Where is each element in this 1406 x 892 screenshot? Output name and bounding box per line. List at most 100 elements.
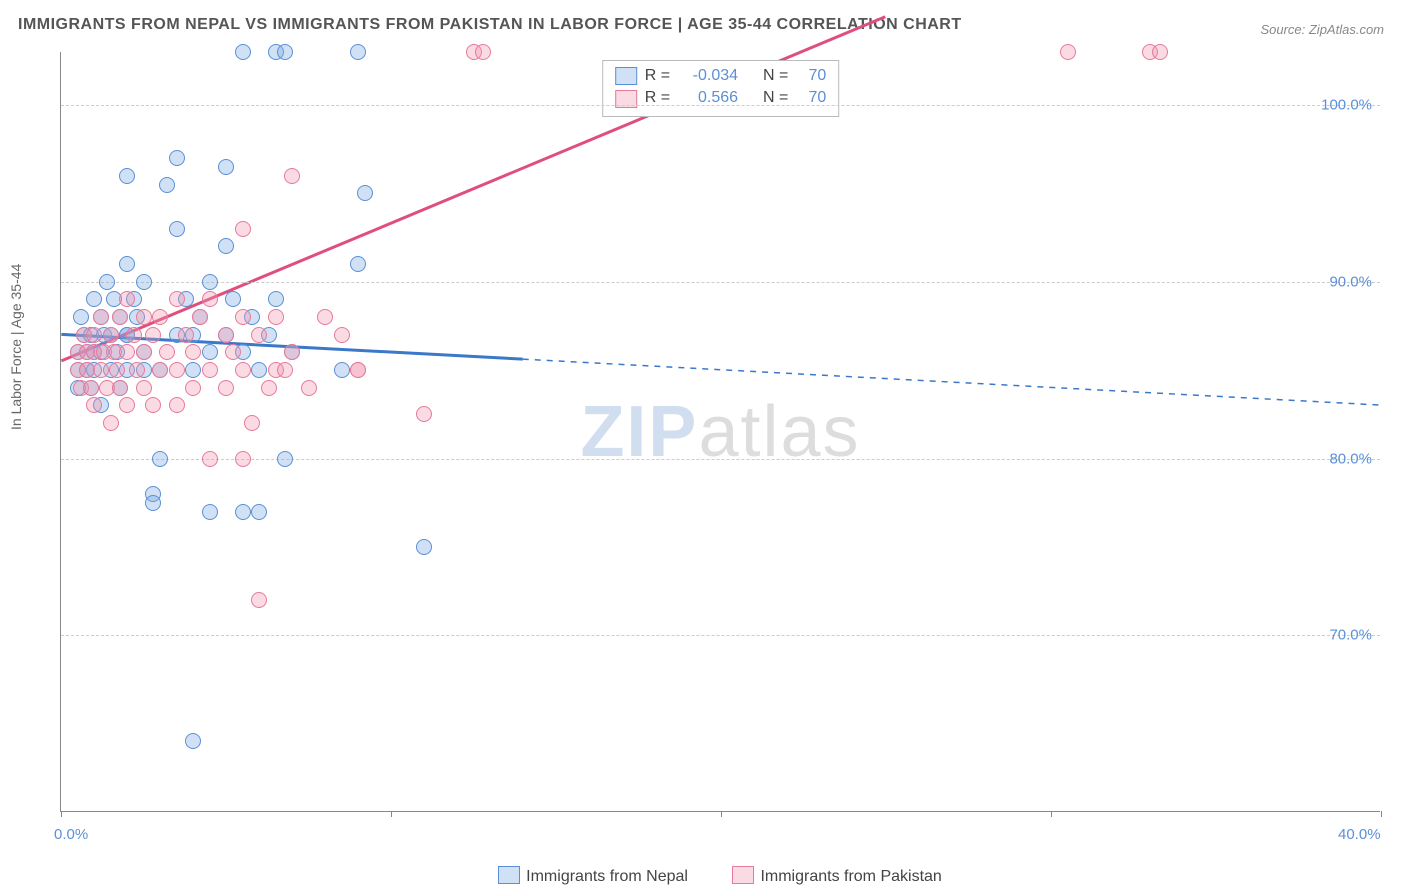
data-point xyxy=(145,397,161,413)
data-point xyxy=(218,238,234,254)
x-tick-mark xyxy=(721,811,722,817)
data-point xyxy=(93,309,109,325)
data-point xyxy=(185,733,201,749)
data-point xyxy=(103,327,119,343)
data-point xyxy=(86,291,102,307)
data-point xyxy=(192,309,208,325)
data-point xyxy=(126,327,142,343)
data-point xyxy=(225,344,241,360)
data-point xyxy=(202,291,218,307)
data-point xyxy=(145,327,161,343)
data-point xyxy=(225,291,241,307)
data-point xyxy=(277,44,293,60)
series-legend: Immigrants from Nepal Immigrants from Pa… xyxy=(60,866,1380,886)
data-point xyxy=(86,327,102,343)
legend-row-pakistan: R = 0.566 N = 70 xyxy=(615,87,827,109)
plot-area: ZIPatlas R = -0.034 N = 70 R = 0.566 N =… xyxy=(60,52,1380,812)
data-point xyxy=(136,344,152,360)
data-point xyxy=(261,380,277,396)
data-point xyxy=(136,274,152,290)
legend-label-pakistan: Immigrants from Pakistan xyxy=(760,868,941,885)
y-tick-label: 80.0% xyxy=(1329,450,1372,467)
y-axis-label: In Labor Force | Age 35-44 xyxy=(8,264,24,430)
data-point xyxy=(169,221,185,237)
n-value-pakistan: 70 xyxy=(796,87,826,109)
data-point xyxy=(350,44,366,60)
y-tick-label: 100.0% xyxy=(1321,97,1372,114)
n-value-nepal: 70 xyxy=(796,65,826,87)
data-point xyxy=(185,344,201,360)
x-tick-max: 40.0% xyxy=(1338,826,1381,843)
data-point xyxy=(301,380,317,396)
data-point xyxy=(350,256,366,272)
x-tick-min: 0.0% xyxy=(54,826,88,843)
chart-title: IMMIGRANTS FROM NEPAL VS IMMIGRANTS FROM… xyxy=(18,16,962,34)
data-point xyxy=(416,539,432,555)
data-point xyxy=(235,451,251,467)
data-point xyxy=(277,451,293,467)
data-point xyxy=(317,309,333,325)
data-point xyxy=(185,380,201,396)
n-label: N = xyxy=(763,65,788,87)
data-point xyxy=(202,274,218,290)
data-point xyxy=(99,274,115,290)
data-point xyxy=(169,150,185,166)
data-point xyxy=(93,362,109,378)
source-label: Source: ZipAtlas.com xyxy=(1260,22,1384,37)
data-point xyxy=(109,362,125,378)
data-point xyxy=(169,291,185,307)
data-point xyxy=(1060,44,1076,60)
data-point xyxy=(235,221,251,237)
data-point xyxy=(152,309,168,325)
data-point xyxy=(350,362,366,378)
data-point xyxy=(119,291,135,307)
gridline-h xyxy=(61,635,1380,636)
r-value-pakistan: 0.566 xyxy=(678,87,738,109)
data-point xyxy=(119,168,135,184)
swatch-nepal xyxy=(615,67,637,85)
data-point xyxy=(152,362,168,378)
data-point xyxy=(251,592,267,608)
x-tick-mark xyxy=(391,811,392,817)
data-point xyxy=(235,504,251,520)
y-tick-label: 70.0% xyxy=(1329,627,1372,644)
swatch-nepal xyxy=(498,866,520,884)
data-point xyxy=(119,344,135,360)
n-label: N = xyxy=(763,87,788,109)
data-point xyxy=(218,327,234,343)
r-label: R = xyxy=(645,87,670,109)
data-point xyxy=(136,309,152,325)
data-point xyxy=(357,185,373,201)
data-point xyxy=(1152,44,1168,60)
data-point xyxy=(112,309,128,325)
r-value-nepal: -0.034 xyxy=(678,65,738,87)
data-point xyxy=(178,327,194,343)
r-label: R = xyxy=(645,65,670,87)
data-point xyxy=(169,362,185,378)
data-point xyxy=(268,291,284,307)
legend-item-nepal: Immigrants from Nepal xyxy=(498,868,688,885)
correlation-legend: R = -0.034 N = 70 R = 0.566 N = 70 xyxy=(602,60,840,117)
legend-row-nepal: R = -0.034 N = 70 xyxy=(615,65,827,87)
data-point xyxy=(284,344,300,360)
data-point xyxy=(112,380,128,396)
data-point xyxy=(202,344,218,360)
data-point xyxy=(152,451,168,467)
x-tick-mark xyxy=(1051,811,1052,817)
data-point xyxy=(235,309,251,325)
swatch-pakistan xyxy=(732,866,754,884)
data-point xyxy=(235,44,251,60)
data-point xyxy=(159,344,175,360)
watermark-suffix: atlas xyxy=(698,392,860,472)
data-point xyxy=(73,309,89,325)
data-point xyxy=(284,168,300,184)
data-point xyxy=(475,44,491,60)
data-point xyxy=(251,504,267,520)
data-point xyxy=(103,415,119,431)
data-point xyxy=(202,451,218,467)
data-point xyxy=(145,495,161,511)
data-point xyxy=(244,415,260,431)
data-point xyxy=(268,309,284,325)
watermark: ZIPatlas xyxy=(580,391,860,473)
data-point xyxy=(218,380,234,396)
